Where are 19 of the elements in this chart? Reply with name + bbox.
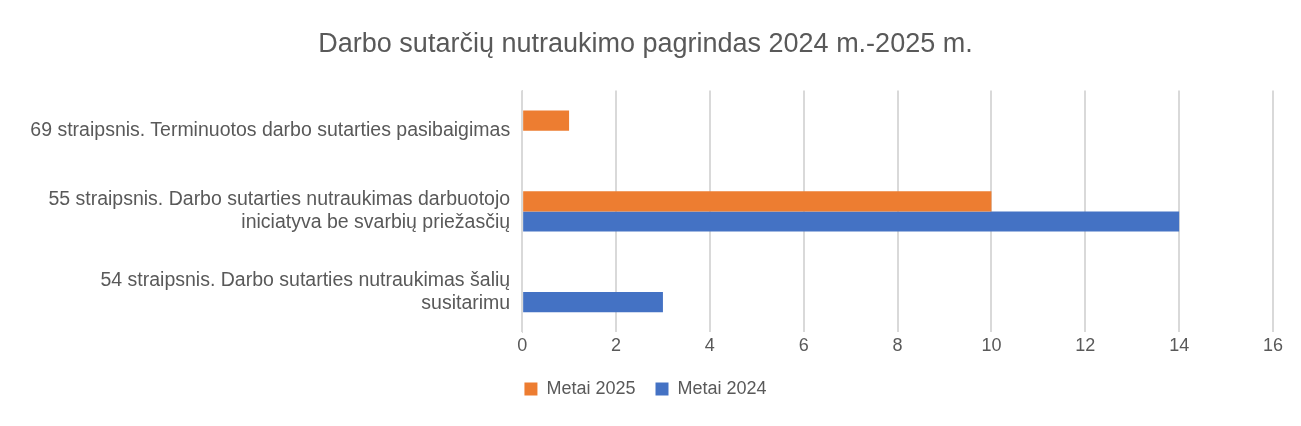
- chart-title: Darbo sutarčių nutraukimo pagrindas 2024 m.-2025 m.: [318, 27, 973, 58]
- x-tick-label: 2: [611, 335, 622, 356]
- x-tick-label: 0: [517, 335, 528, 356]
- y-tick-label: 69 straipsnis. Terminuotos darbo sutarties pasibaigimas: [30, 118, 511, 141]
- x-tick-label: 8: [892, 335, 903, 356]
- bar: [523, 191, 992, 212]
- legend-label: Metai 2024: [677, 377, 767, 398]
- x-tick-label: 14: [1169, 335, 1190, 356]
- x-tick-label: 16: [1262, 335, 1284, 356]
- bar: [523, 292, 663, 313]
- bar: [523, 110, 570, 131]
- x-tick-label: 12: [1075, 335, 1096, 356]
- y-tick-label: 55 straipsnis. Darbo sutarties nutraukimas darbuotojo iniciatyva be svarbių priežasčių: [48, 187, 511, 233]
- x-tick-label: 4: [704, 335, 715, 356]
- y-tick-label: 54 straipsnis. Darbo sutarties nutraukimas šalių susitarimu: [100, 267, 511, 314]
- legend-label: Metai 2025: [546, 377, 636, 398]
- x-tick-label: 10: [981, 335, 1002, 356]
- bar: [523, 211, 1180, 232]
- x-tick-label: 6: [798, 335, 809, 356]
